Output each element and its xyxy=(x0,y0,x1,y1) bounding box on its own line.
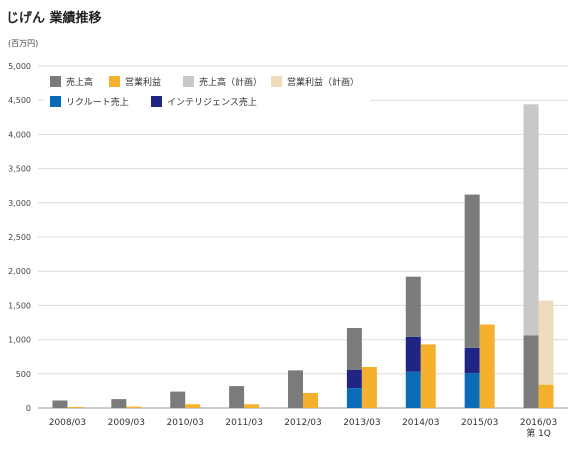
legend-swatch xyxy=(183,76,194,87)
y-tick-label: 2,500 xyxy=(8,233,31,242)
x-tick-label: 2011/03 xyxy=(225,418,262,428)
operating-profit-bar xyxy=(538,384,554,408)
y-tick-label: 1,500 xyxy=(8,301,31,310)
legend-label: リクルート売上 xyxy=(66,96,129,108)
y-tick-label: 4,000 xyxy=(8,130,31,139)
sales-bar xyxy=(170,391,186,408)
operating-profit-bar xyxy=(479,324,495,408)
operating-profit-bar xyxy=(420,344,436,408)
legend-swatch xyxy=(50,76,61,87)
sales-bar xyxy=(464,194,480,348)
x-tick-label: 2015/03 xyxy=(461,418,498,428)
recruit-sales-bar xyxy=(464,373,480,408)
intelligence-sales-bar xyxy=(346,369,362,389)
operating-profit-bar xyxy=(126,406,142,408)
y-tick-label: 5,000 xyxy=(8,62,31,71)
sales-bar xyxy=(405,276,421,337)
intelligence-sales-bar xyxy=(405,336,421,372)
x-tick-label: 2016/03 xyxy=(520,418,557,428)
y-tick-label: 1,000 xyxy=(8,336,31,345)
x-tick-label: 2009/03 xyxy=(108,418,145,428)
legend-label: 営業利益 xyxy=(125,76,161,88)
y-tick-label: 2,000 xyxy=(8,267,31,276)
chart-title: じげん 業績推移 xyxy=(6,11,102,26)
sales-bar xyxy=(346,327,362,370)
x-tick-label: 2008/03 xyxy=(49,418,86,428)
y-tick-label: 4,500 xyxy=(8,96,31,105)
sales-plan-bar xyxy=(523,104,539,336)
operating-profit-bar xyxy=(185,404,201,408)
operating-profit-bar xyxy=(361,366,377,408)
x-tick-label: 2012/03 xyxy=(284,418,321,428)
sales-bar xyxy=(288,370,303,408)
x-tick-label: 第 1Q xyxy=(526,427,551,439)
intelligence-sales-bar xyxy=(464,347,480,374)
legend-label: 売上高（計画） xyxy=(199,76,262,88)
sales-bar xyxy=(523,335,539,408)
recruit-sales-bar xyxy=(346,388,362,408)
y-tick-label: 500 xyxy=(16,370,31,379)
y-tick-label: 3,500 xyxy=(8,165,31,174)
x-axis-ticks: 2008/03 2009/03 2010/03 2011/03 2012/03 2013/… xyxy=(49,418,558,439)
unit-label: (百万円) xyxy=(8,39,39,48)
x-tick-label: 2014/03 xyxy=(402,418,439,428)
operating-profit-plan-bar xyxy=(538,300,554,385)
operating-profit-bar xyxy=(67,406,83,408)
sales-bar xyxy=(111,399,127,408)
legend-swatch xyxy=(271,76,282,87)
sales-bar xyxy=(229,386,245,408)
operating-profit-bar xyxy=(244,404,260,408)
legend-swatch xyxy=(151,96,162,107)
legend-label: 売上高 xyxy=(66,76,93,88)
legend-swatch xyxy=(109,76,120,87)
operating-profit-bar xyxy=(303,392,318,408)
legend-background xyxy=(44,70,370,108)
x-tick-label: 2010/03 xyxy=(167,418,204,428)
bars xyxy=(52,104,554,408)
legend-label: 営業利益（計画） xyxy=(287,76,359,88)
legend-swatch xyxy=(50,96,61,107)
sales-bar xyxy=(52,400,68,408)
x-tick-label: 2013/03 xyxy=(343,418,380,428)
recruit-sales-bar xyxy=(405,371,421,408)
y-tick-label: 0 xyxy=(26,404,31,413)
legend-label: インテリジェンス売上 xyxy=(167,96,257,108)
y-tick-label: 3,000 xyxy=(8,199,31,208)
legend: 売上高 営業利益 売上高（計画） 営業利益（計画） リクルート売上 インテリジェンス売上 xyxy=(44,70,370,108)
